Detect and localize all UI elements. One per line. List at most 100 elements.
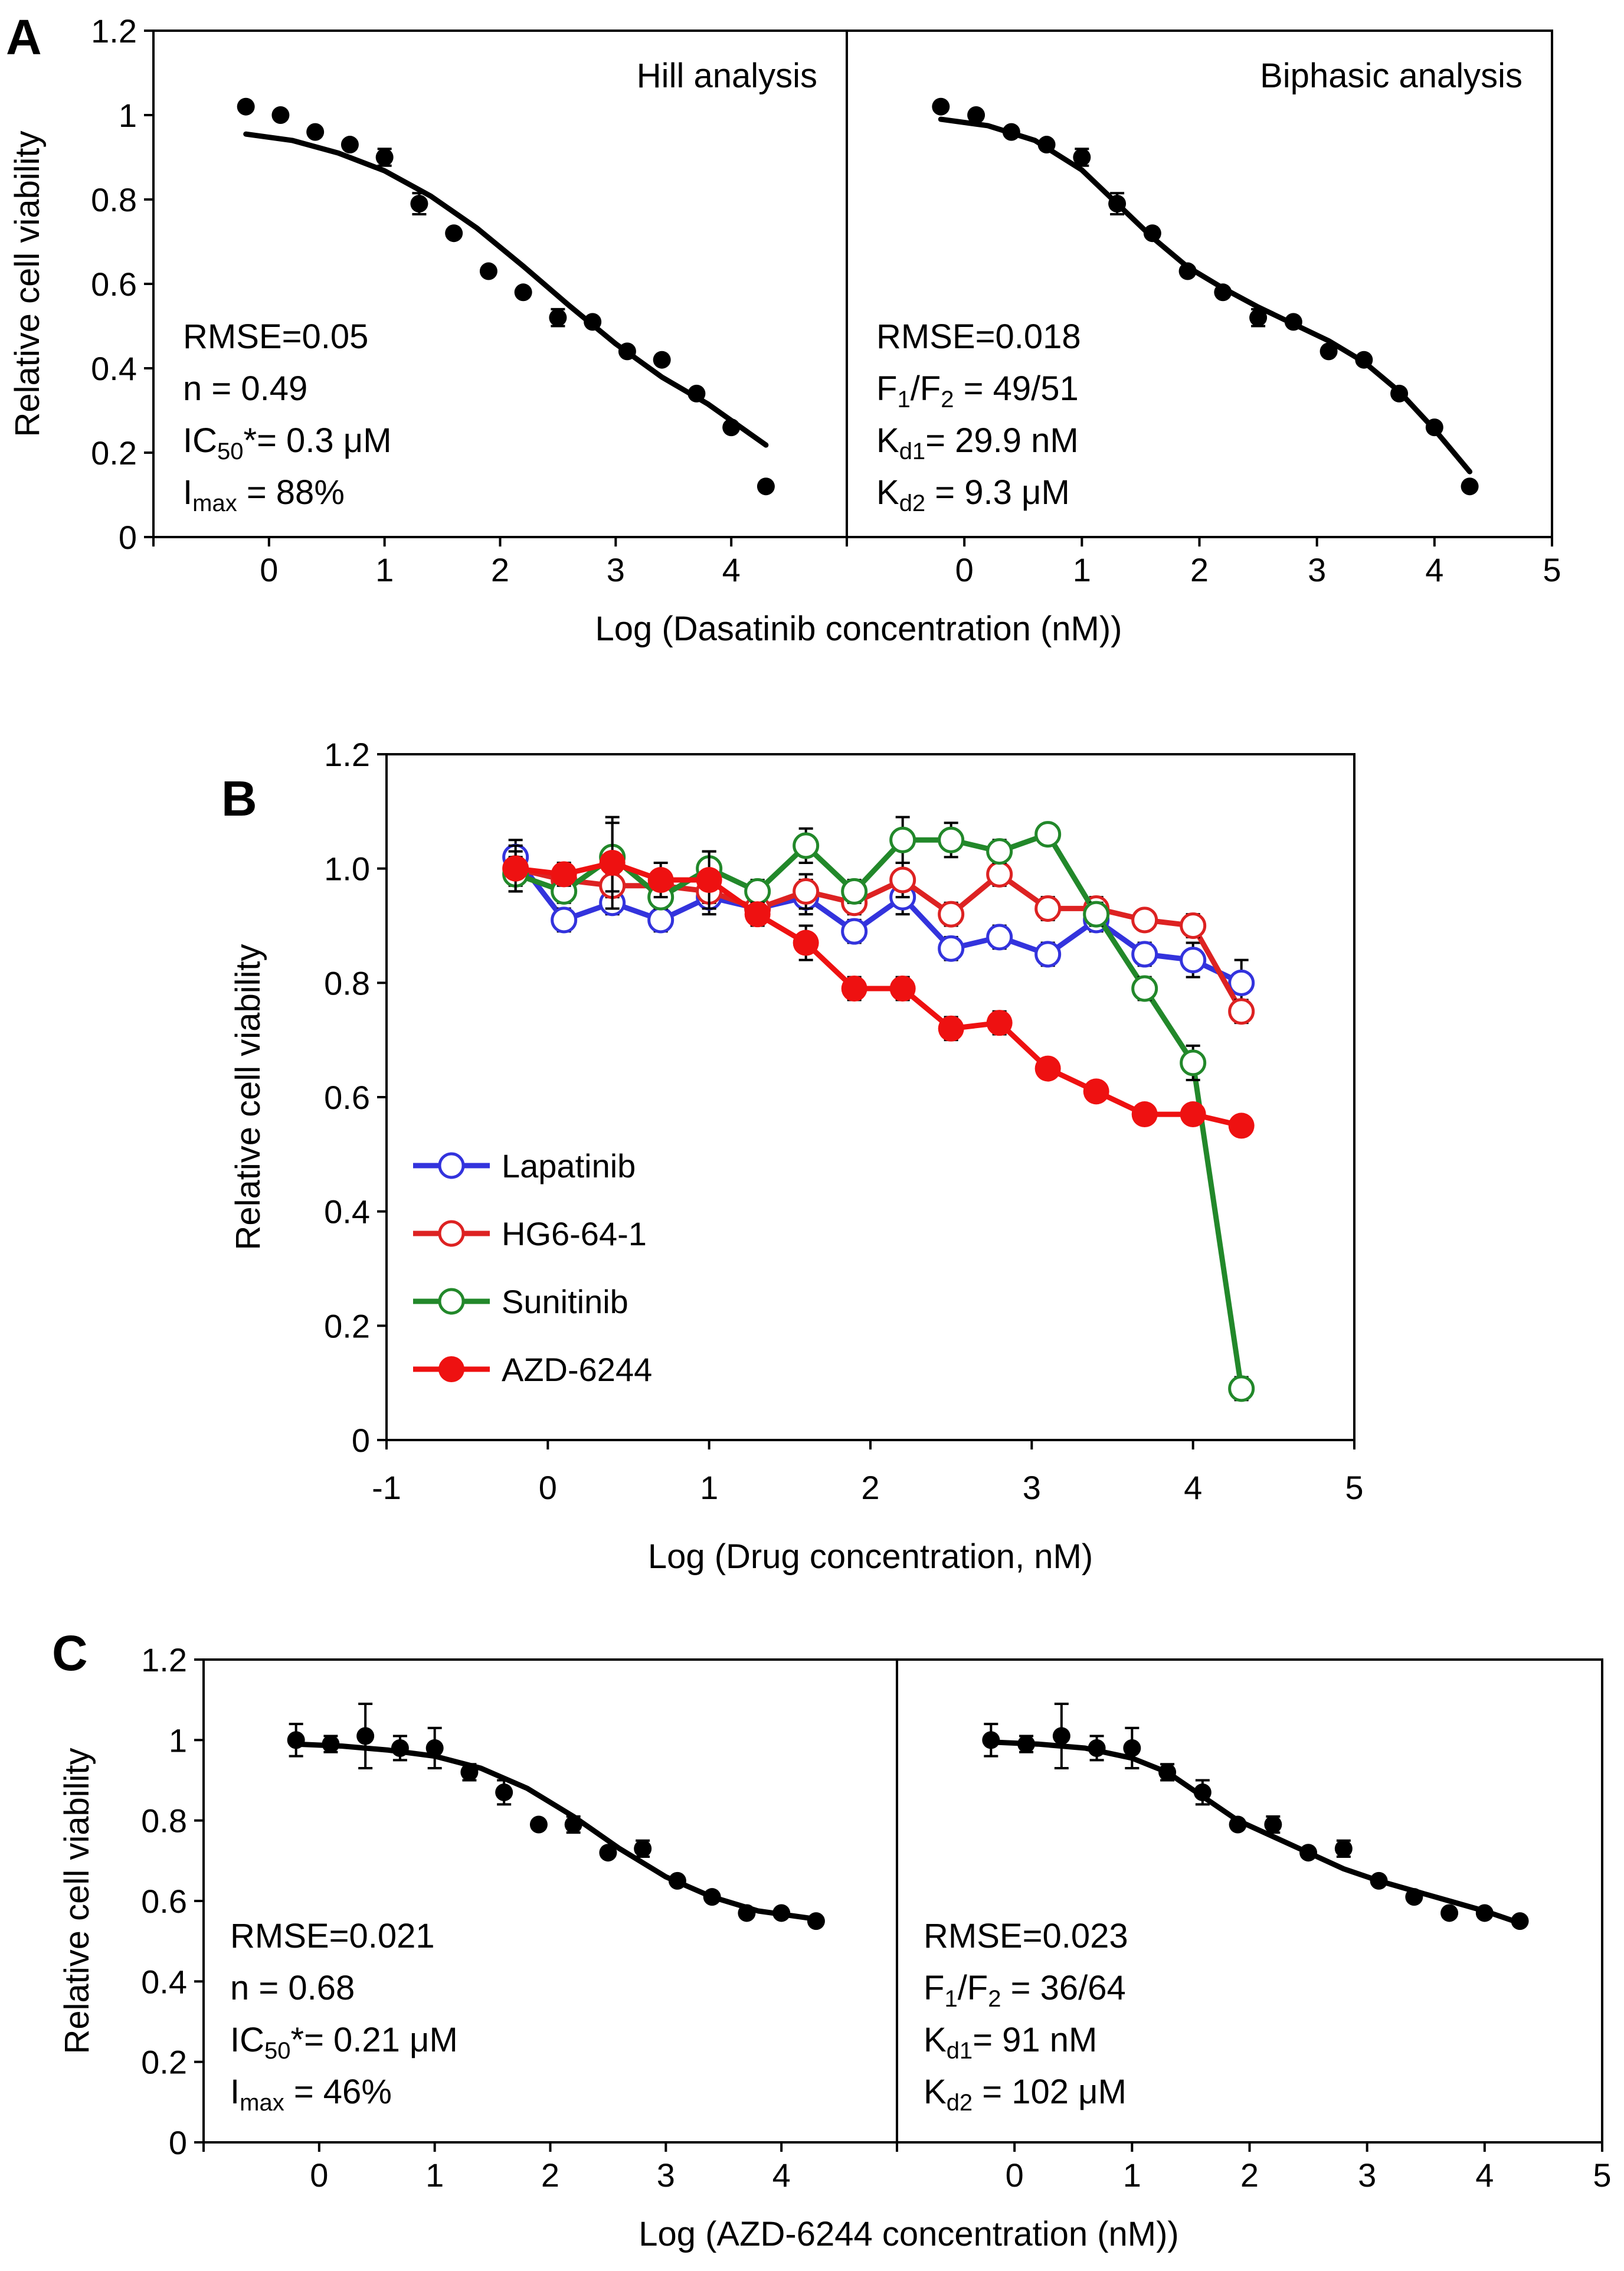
x-tick-label: 0 (260, 551, 278, 588)
series-line-sunitinib (515, 832, 1245, 1389)
annotation-text: = 102 μM (973, 2073, 1127, 2111)
data-point (986, 838, 1013, 865)
data-point (1180, 1101, 1206, 1128)
data-point (237, 97, 255, 116)
annotation-text: = 91 nM (973, 2021, 1097, 2059)
x-tick-label: 2 (1190, 551, 1209, 588)
data-point (445, 224, 463, 243)
data-point (986, 924, 1013, 951)
legend-label: Lapatinib (502, 1147, 636, 1184)
data-point (1143, 224, 1161, 243)
data-point (793, 878, 820, 905)
data-point (653, 351, 671, 369)
data-point (738, 1904, 756, 1922)
annotation-text: = 36/64 (1001, 1969, 1125, 2007)
x-tick-label: 0 (539, 1469, 557, 1506)
x-axis-title: Log (Drug concentration, nM) (648, 1537, 1093, 1576)
annotation-text: /F (911, 369, 941, 408)
panel-letter-A: A (6, 9, 42, 65)
data-point (1131, 1101, 1158, 1128)
y-tick-label: 0 (169, 2124, 187, 2161)
data-point (1123, 1739, 1141, 1757)
x-tick-label: 1 (700, 1469, 718, 1506)
x-tick-label: 3 (657, 2157, 675, 2194)
fit-annotation: F1/F2 = 36/64 (924, 1969, 1126, 2012)
data-point (841, 918, 868, 945)
y-tick-label: 0.6 (91, 266, 137, 303)
data-point (1390, 384, 1409, 403)
annotation-subscript: d2 (899, 490, 926, 516)
data-point (495, 1783, 513, 1801)
x-tick-label: 3 (607, 551, 625, 588)
fit-curve (938, 116, 1473, 475)
x-tick-label: 0 (310, 2157, 328, 2194)
data-point (306, 123, 325, 141)
data-point (502, 855, 529, 882)
x-tick-label: 4 (1425, 551, 1443, 588)
data-point (647, 907, 675, 934)
y-tick-label: 0.6 (324, 1079, 370, 1116)
data-point (1334, 1840, 1353, 1858)
annotation-subscript: 50 (264, 2038, 291, 2064)
data-point (1131, 907, 1158, 934)
data-point (1034, 941, 1062, 968)
data-point (1475, 1904, 1494, 1922)
x-tick-label: 4 (722, 551, 741, 588)
data-point (889, 866, 916, 894)
fit-annotation: IC50*= 0.3 μM (183, 421, 392, 464)
data-point (1052, 1727, 1070, 1745)
fit-annotation: RMSE=0.018 (876, 318, 1081, 356)
data-point (1284, 313, 1302, 331)
annotation-text: *= 0.3 μM (244, 421, 392, 460)
annotation-text: = 29.9 nM (925, 421, 1079, 460)
series-line-lapatinib (513, 855, 1243, 986)
data-point (618, 342, 636, 361)
annotation-text: I (230, 2073, 240, 2111)
y-tick-label: 1.2 (324, 736, 370, 773)
annotation-subscript: 1 (897, 387, 910, 413)
x-axis-title: Log (Dasatinib concentration (nM)) (595, 610, 1122, 648)
data-point (1002, 123, 1020, 141)
annotation-subscript: 2 (988, 1986, 1001, 2012)
y-tick-label: 1 (169, 1722, 187, 1759)
annotation-text: F (924, 1969, 944, 2007)
x-tick-label: 2 (861, 1469, 879, 1506)
x-tick-label: 5 (1543, 551, 1561, 588)
data-point (757, 477, 775, 496)
annotation-subscript: max (240, 2090, 284, 2116)
data-point (1180, 947, 1207, 974)
y-tick-label: 0.6 (141, 1883, 187, 1920)
data-point (529, 1815, 548, 1834)
legend-marker (438, 1288, 465, 1315)
fit-annotation: RMSE=0.021 (230, 1917, 435, 1955)
data-point (599, 849, 626, 876)
data-point (1228, 1375, 1255, 1402)
data-point (1180, 912, 1207, 939)
annotation-subscript: 50 (217, 439, 244, 464)
data-point (889, 826, 916, 853)
data-point (1228, 969, 1255, 996)
data-point (551, 907, 578, 934)
y-tick-label: 1.0 (324, 850, 370, 888)
x-tick-label: 1 (1073, 551, 1091, 588)
data-point (479, 262, 497, 280)
legend-label: HG6-64-1 (502, 1215, 647, 1252)
data-point (1461, 477, 1479, 496)
fit-curve (293, 1741, 819, 1922)
data-point (1158, 1763, 1177, 1781)
data-point (1083, 1078, 1109, 1105)
x-tick-label: 5 (1593, 2157, 1611, 2194)
fit-annotation: Kd1= 29.9 nM (876, 421, 1079, 464)
data-point (1178, 262, 1197, 280)
data-point (938, 901, 965, 928)
y-tick-label: 0.4 (324, 1193, 370, 1231)
y-tick-label: 0.2 (324, 1307, 370, 1344)
annotation-text: K (876, 473, 899, 512)
plot-frame (152, 30, 1553, 538)
data-point (1440, 1904, 1459, 1922)
data-point (807, 1912, 825, 1930)
series-line-azd-6244 (515, 860, 1242, 1128)
panel-letter-B: B (221, 771, 257, 826)
x-tick-label: 5 (1345, 1469, 1363, 1506)
